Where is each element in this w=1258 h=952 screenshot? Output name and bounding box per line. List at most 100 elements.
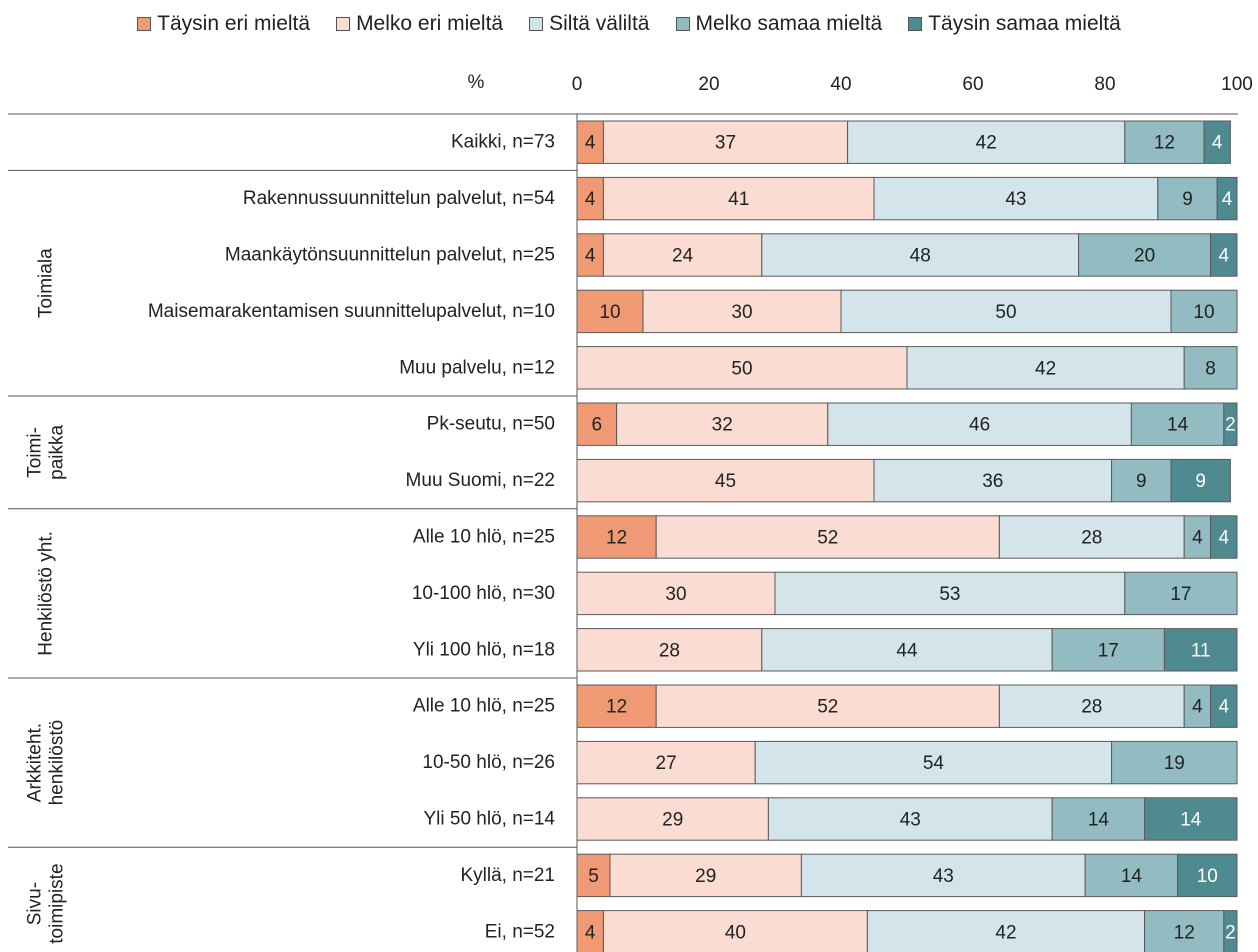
bar-segment xyxy=(998,684,1185,728)
bar-segment xyxy=(576,515,657,559)
bar-segment xyxy=(576,233,604,277)
data-label: 5 xyxy=(588,866,599,887)
data-label: 4 xyxy=(585,922,596,943)
group-label: toimipiste xyxy=(47,863,68,943)
data-label: 36 xyxy=(982,471,1003,492)
data-label: 44 xyxy=(896,640,918,661)
data-label: 28 xyxy=(659,640,680,661)
data-label: 14 xyxy=(1180,810,1202,831)
category-label: Kaikki, n=73 xyxy=(451,132,555,153)
data-label: 17 xyxy=(1098,640,1119,661)
group-label: Sivu- xyxy=(25,882,46,925)
bar-segment xyxy=(761,628,1053,672)
x-tick-label: 20 xyxy=(698,74,719,95)
data-label: 42 xyxy=(995,922,1016,943)
data-label: 4 xyxy=(585,246,596,267)
data-label: 9 xyxy=(1195,471,1206,492)
bar-segment xyxy=(576,120,604,164)
data-label: 24 xyxy=(672,246,694,267)
bar-segment xyxy=(1210,684,1238,728)
data-label: 43 xyxy=(933,866,954,887)
bar-segment xyxy=(576,176,604,221)
x-tick-label: 60 xyxy=(962,74,983,95)
legend-swatch xyxy=(529,17,544,31)
data-label: 4 xyxy=(1219,697,1230,718)
bar-segment xyxy=(576,684,657,728)
data-label: 53 xyxy=(939,584,960,605)
legend-item: Melko samaa mieltä xyxy=(675,12,882,36)
bar-segment xyxy=(1051,628,1165,672)
category-label: Muu Suomi, n=22 xyxy=(406,470,555,491)
bar-segment xyxy=(754,740,1113,785)
bar-segment xyxy=(655,684,1000,728)
bar-segment xyxy=(602,910,868,952)
group-label: paikka xyxy=(47,425,68,480)
data-label: 2 xyxy=(1225,415,1236,436)
legend-item: Täysin eri mieltä xyxy=(137,12,310,36)
data-label: 11 xyxy=(1191,640,1211,661)
bar-segment xyxy=(655,515,1000,559)
x-tick-label: 0 xyxy=(572,74,583,95)
data-label: 4 xyxy=(585,189,596,210)
data-label: 14 xyxy=(1088,810,1110,831)
legend-item: Siltä väliltä xyxy=(529,12,650,36)
bar-segment xyxy=(1210,233,1238,277)
data-label: 43 xyxy=(1005,189,1026,210)
category-label: Rakennussuunnittelun palvelut, n=54 xyxy=(243,188,556,209)
legend-swatch xyxy=(675,17,690,31)
data-label: 29 xyxy=(662,810,683,831)
bar-segment xyxy=(1210,515,1238,559)
bar-segment xyxy=(873,458,1113,503)
legend-label: Melko eri mieltä xyxy=(356,12,504,35)
bar-segment xyxy=(576,289,644,334)
legend-swatch xyxy=(336,17,351,31)
data-label: 37 xyxy=(715,133,736,154)
data-label: 9 xyxy=(1182,189,1193,210)
data-label: 14 xyxy=(1121,866,1143,887)
data-label: 32 xyxy=(712,415,733,436)
data-label: 4 xyxy=(1219,528,1230,549)
bar-segment xyxy=(1084,853,1179,898)
bar-segment xyxy=(576,346,908,390)
bar-segment xyxy=(576,797,769,841)
bar-segment xyxy=(642,289,842,334)
data-label: 4 xyxy=(1212,133,1223,154)
data-label: 4 xyxy=(1219,246,1230,267)
bar-segment xyxy=(1144,910,1225,952)
data-label: 12 xyxy=(1154,133,1175,154)
bar-segment xyxy=(800,853,1086,898)
category-label: Kyllä, n=21 xyxy=(460,865,555,886)
data-label: 46 xyxy=(969,415,990,436)
x-tick-label: 40 xyxy=(830,74,851,95)
category-label: Maisemarakentamisen suunnittelupalvelut,… xyxy=(148,301,555,322)
category-label: Yli 50 hlö, n=14 xyxy=(423,809,555,830)
data-label: 52 xyxy=(817,528,838,549)
bar-segment xyxy=(1177,853,1238,898)
data-label: 28 xyxy=(1081,697,1102,718)
data-label: 48 xyxy=(910,246,931,267)
data-label: 30 xyxy=(731,302,752,323)
bar-segment xyxy=(1157,176,1218,221)
bar-segment xyxy=(616,402,829,446)
bar-segment xyxy=(1124,571,1238,616)
bar-segment xyxy=(1183,515,1212,559)
data-label: 14 xyxy=(1167,415,1189,436)
category-label: 10-100 hlö, n=30 xyxy=(412,583,555,604)
bar-segment xyxy=(1111,740,1238,785)
data-label: 54 xyxy=(923,753,945,774)
bar-segment xyxy=(1078,233,1212,277)
group-label: Toimi- xyxy=(25,427,46,478)
bar-segment xyxy=(576,740,756,785)
bar-segment xyxy=(576,402,618,446)
data-label: 52 xyxy=(817,697,838,718)
data-label: 4 xyxy=(585,133,596,154)
bar-segment xyxy=(1170,289,1238,334)
bar-segment xyxy=(1163,628,1238,672)
data-label: 42 xyxy=(1035,358,1056,379)
bar-segment xyxy=(827,402,1132,446)
data-label: 17 xyxy=(1170,584,1191,605)
data-label: 10 xyxy=(599,302,620,323)
bar-segment xyxy=(602,233,763,277)
data-label: 27 xyxy=(656,753,677,774)
group-label: henkilöstö xyxy=(47,720,68,806)
